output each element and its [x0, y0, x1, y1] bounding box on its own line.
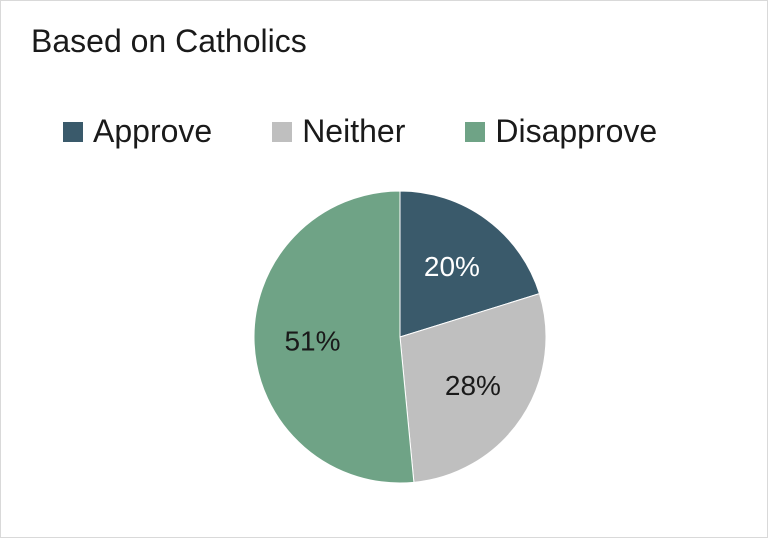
legend-item-approve: Approve: [63, 113, 212, 150]
legend: Approve Neither Disapprove: [63, 113, 657, 150]
chart-title: Based on Catholics: [31, 23, 307, 59]
legend-swatch-disapprove: [465, 121, 486, 142]
pie-slice-disapprove: [253, 190, 415, 484]
legend-swatch-approve: [63, 121, 83, 142]
legend-swatch-neither: [272, 121, 293, 142]
legend-item-neither: Neither: [272, 113, 405, 150]
pie-label-disapprove: 51%: [284, 326, 340, 357]
legend-label-neither: Neither: [302, 113, 406, 149]
legend-label-approve: Approve: [93, 113, 213, 149]
pie-label-approve: 20%: [424, 251, 480, 282]
pie-label-neither: 28%: [445, 370, 501, 401]
pie-slice-neither: [399, 293, 547, 483]
legend-item-disapprove: Disapprove: [465, 113, 657, 150]
legend-label-disapprove: Disapprove: [495, 113, 658, 149]
pie-slice-approve: [399, 190, 541, 338]
